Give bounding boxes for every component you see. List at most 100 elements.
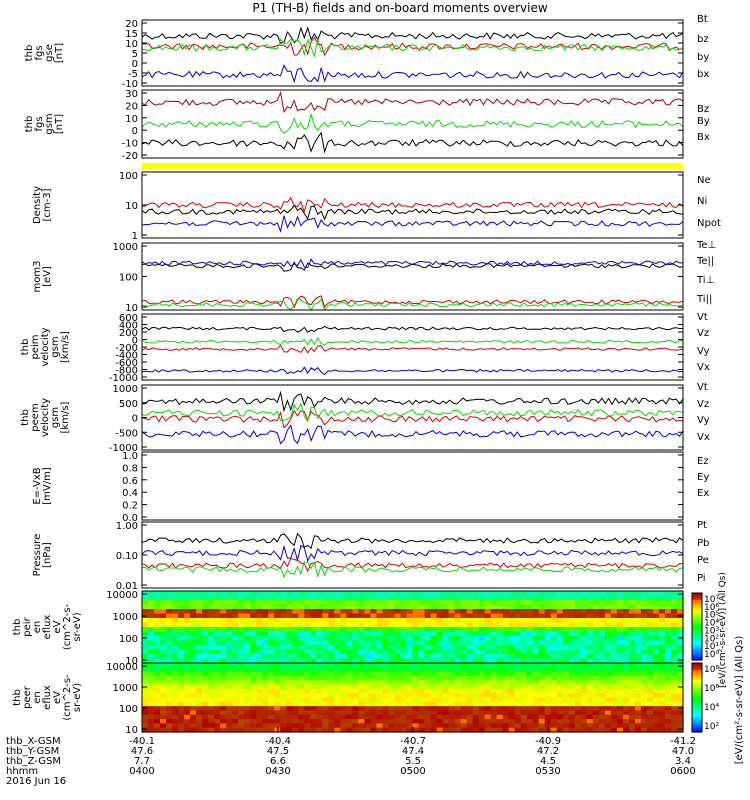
spectrogram-cell xyxy=(250,701,257,707)
colorbar-tick-label: 10⁶ xyxy=(704,603,719,613)
spectrogram-cell xyxy=(214,714,221,720)
spectrogram-cell xyxy=(250,609,257,615)
spectrogram-cell xyxy=(250,636,257,642)
spectrogram-cell xyxy=(262,663,269,668)
spectrogram-cell xyxy=(556,640,564,646)
spectrogram-cell xyxy=(226,684,233,690)
y-axis-label: peim xyxy=(30,334,41,359)
spectrogram-cell xyxy=(580,714,588,720)
spectrogram-cell xyxy=(334,658,341,664)
spectrogram-cell xyxy=(622,654,630,660)
spectrogram-cell xyxy=(580,727,588,733)
y-tick-label: 0.01 xyxy=(116,581,138,592)
y-axis-label: velocity xyxy=(40,398,51,437)
spectrogram-cell xyxy=(430,631,438,637)
spectrogram-cell xyxy=(622,693,630,699)
spectrogram-cell xyxy=(448,684,456,690)
spectrogram-cell xyxy=(472,591,480,597)
spectrogram-cell xyxy=(580,649,588,655)
spectrogram-cell xyxy=(418,710,426,716)
spectrogram-cell xyxy=(166,658,173,664)
spectrogram-cell xyxy=(328,693,335,699)
spectrogram-cell xyxy=(448,688,456,694)
spectrogram-cell xyxy=(208,591,215,597)
spectrogram-cell xyxy=(400,684,408,690)
spacecraft-mode-bar xyxy=(142,163,683,169)
spectrogram-cell xyxy=(610,654,618,660)
spectrogram-cell xyxy=(328,667,335,673)
spectrogram-cell xyxy=(442,719,450,724)
spectrogram-cell xyxy=(238,701,245,707)
spectrogram-cell xyxy=(178,658,185,664)
spectrogram-cell xyxy=(196,600,203,606)
spectrogram-cell xyxy=(610,663,618,668)
spectrogram-cell xyxy=(556,591,564,597)
panel-frame xyxy=(141,451,684,521)
spectrogram-cell xyxy=(484,714,492,720)
spectrogram-cell xyxy=(670,719,678,724)
spectrogram-cell xyxy=(334,622,341,628)
spectrogram-cell xyxy=(208,663,215,668)
spectrogram-cell xyxy=(310,600,317,606)
spectrogram-cell xyxy=(286,688,293,694)
spectrogram-cell xyxy=(634,697,642,703)
spectrogram-cell xyxy=(502,671,510,677)
spectrogram-cell xyxy=(316,613,323,619)
spectrogram-cell xyxy=(340,710,347,716)
spectrogram-cell xyxy=(472,719,480,724)
spectrogram-cell xyxy=(148,701,155,707)
colorbar-tick-label: 10⁷ xyxy=(704,595,719,605)
spectrogram-cell xyxy=(658,645,666,651)
spectrogram-cell xyxy=(214,684,221,690)
spectrogram-cell xyxy=(352,649,359,655)
spectrogram-cell xyxy=(442,640,450,646)
spectrogram-cell xyxy=(322,613,329,619)
spectrogram-cell xyxy=(568,710,576,716)
spectrogram-cell xyxy=(292,645,299,651)
spectrogram-cell xyxy=(496,595,504,601)
spectrogram-cell xyxy=(148,727,155,733)
spectrogram-cell xyxy=(550,714,558,720)
spectrogram-cell xyxy=(298,613,305,619)
spectrogram-cell xyxy=(616,613,624,619)
spectrogram-cell xyxy=(400,667,408,673)
spectrogram-cell xyxy=(154,719,161,724)
y-tick-label: 0 xyxy=(132,414,138,425)
spectrogram-cell xyxy=(586,693,594,699)
spectrogram-cell xyxy=(142,719,149,724)
y-tick-label: -10 xyxy=(122,79,138,90)
spectrogram-cell xyxy=(304,697,311,703)
spectrogram-cell xyxy=(292,636,299,642)
spectrogram-cell xyxy=(400,618,408,624)
spectrogram-cell xyxy=(550,710,558,716)
spectrogram-cell xyxy=(166,723,173,729)
spectrogram-cell xyxy=(508,671,516,677)
spectrogram-cell xyxy=(556,645,564,651)
spectrogram-cell xyxy=(310,693,317,699)
spectrogram-cell xyxy=(664,604,672,610)
y-tick-label: 0 xyxy=(132,336,138,347)
spectrogram-cell xyxy=(610,618,618,624)
spectrogram-cell xyxy=(292,714,299,720)
legend-entry-Pi: Pi xyxy=(697,573,706,584)
spectrogram-cell xyxy=(568,675,576,681)
spectrogram-cell xyxy=(190,609,197,615)
spectrogram-cell xyxy=(172,618,179,624)
spectrogram-cell xyxy=(352,680,359,686)
spectrogram-cell xyxy=(454,706,462,712)
spectrogram-cell xyxy=(442,622,450,628)
spectrogram-cell xyxy=(616,710,624,716)
spectrogram-cell xyxy=(274,600,281,606)
spectrogram-cell xyxy=(256,591,263,597)
spectrogram-cell xyxy=(172,600,179,606)
spectrogram-cell xyxy=(418,671,426,677)
spectrogram-cell xyxy=(484,645,492,651)
spectrogram-cell xyxy=(352,654,359,660)
spectrogram-cell xyxy=(196,684,203,690)
spectrogram-cell xyxy=(154,723,161,729)
spectrogram-cell xyxy=(412,618,420,624)
spectrogram-cell xyxy=(154,663,161,668)
spectrogram-cell xyxy=(172,595,179,601)
spectrogram-cell xyxy=(502,688,510,694)
spectrogram-cell xyxy=(226,604,233,610)
